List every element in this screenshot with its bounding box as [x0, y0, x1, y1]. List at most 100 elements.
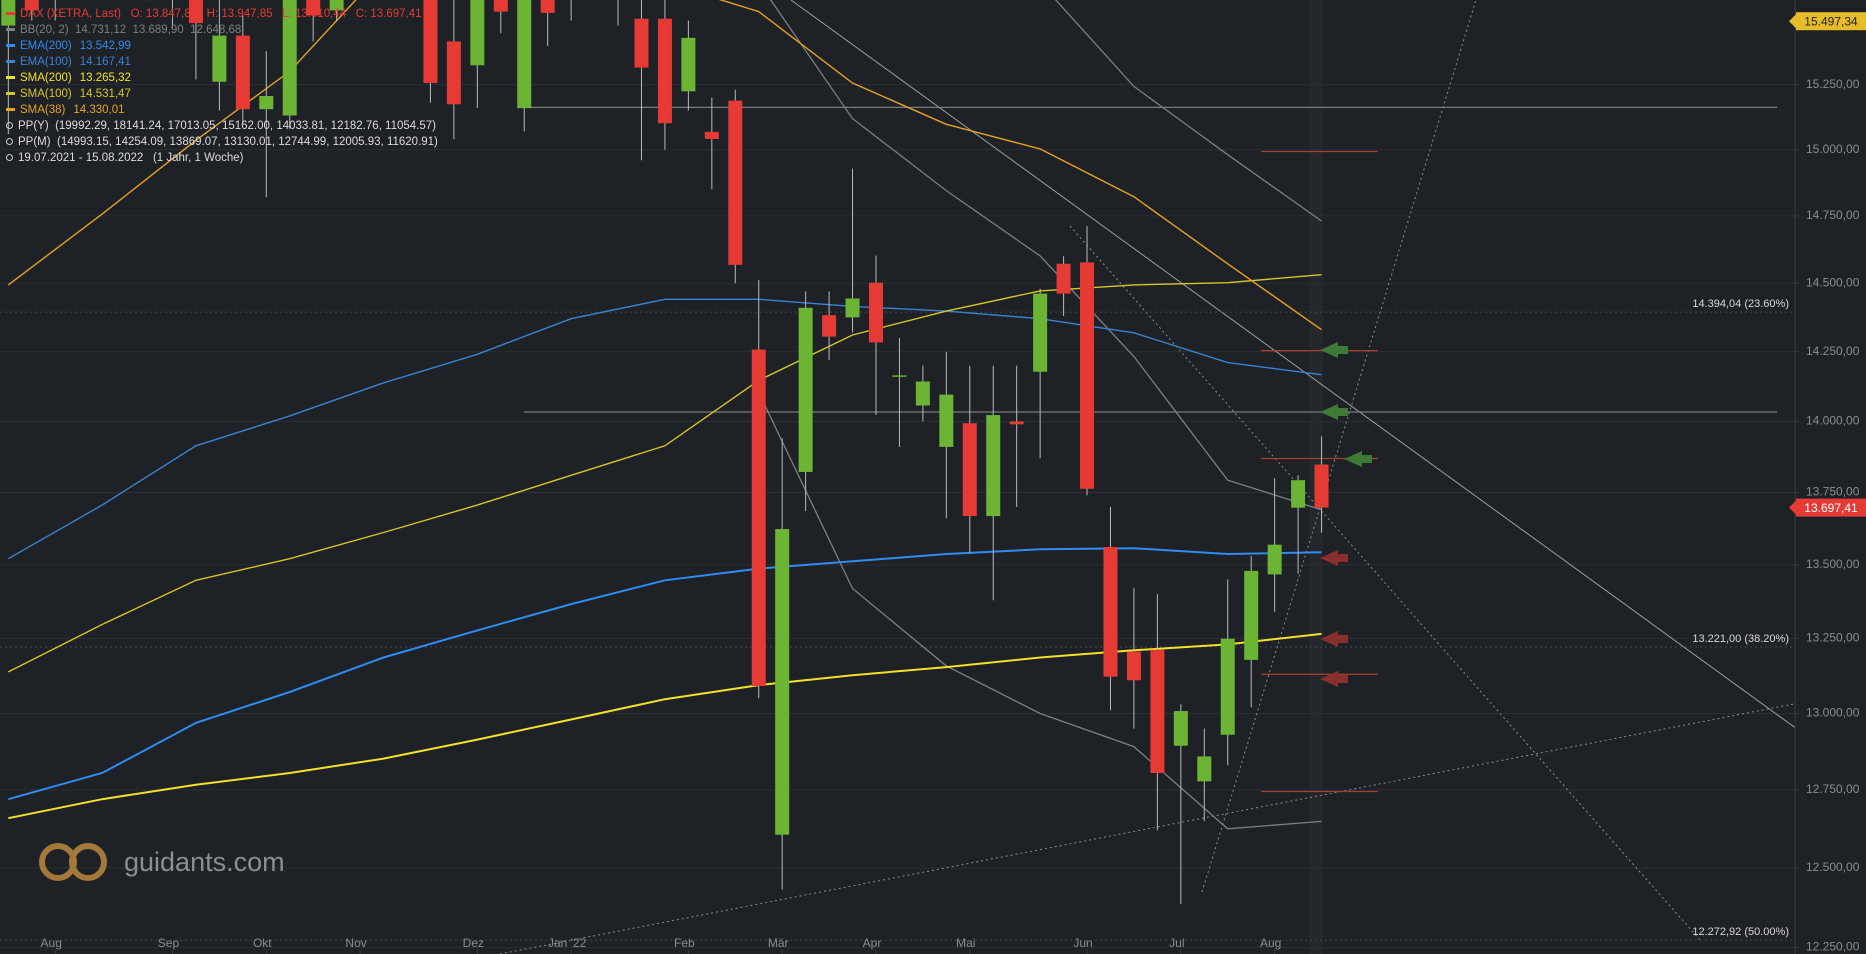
plot-background: [0, 0, 1795, 954]
trend-line: [499, 703, 1795, 954]
x-tick-label: Aug: [41, 936, 62, 950]
y-tick-label: 15.250,00: [1806, 77, 1860, 91]
y-tick-label: 12.250,00: [1806, 940, 1860, 954]
x-tick-label: Mai: [956, 936, 975, 950]
logo-text: guidants.com: [124, 846, 285, 877]
y-tick-label: 13.500,00: [1806, 557, 1860, 571]
candle-body: [1314, 464, 1329, 508]
ma-line: [8, 632, 1322, 820]
legend-row: PP(M) (14993.15, 14254.09, 13869.07, 131…: [6, 134, 438, 150]
price-tag-label: 15.497,34: [1804, 14, 1858, 28]
instrument: DAX (XETRA, Last): [20, 8, 121, 20]
y-tick-label: 13.250,00: [1806, 631, 1860, 645]
logo-icon: [39, 843, 107, 881]
ma-line: [7, 0, 1322, 331]
arrow: [1320, 671, 1348, 687]
legend-name: EMA(200): [20, 40, 72, 52]
candle-body: [282, 0, 297, 116]
y-tick-label: 14.500,00: [1806, 275, 1860, 289]
legend-value: 13.542,99: [79, 40, 131, 52]
legend-row: SMA(200) 13.265,32: [6, 70, 438, 86]
legend-value: 12.648,68: [190, 24, 242, 36]
x-tick-label: Jun: [1073, 936, 1092, 950]
candle-body: [212, 35, 227, 82]
period: (1 Jahr, 1 Woche): [152, 152, 244, 164]
logo: guidants.com: [38, 842, 285, 882]
ma-line: [8, 547, 1322, 801]
candle-body: [728, 100, 743, 265]
candle-body: [868, 282, 883, 343]
x-tick-label: Dez: [463, 936, 484, 950]
axis: 12.250,00 12.500,00 12.750,00 13.000,00 13.2…: [41, 12, 1866, 954]
legend-swatch: [6, 76, 15, 80]
candle-body: [235, 35, 250, 110]
legend-value: 14.531,47: [79, 88, 131, 100]
candle-body: [704, 131, 719, 139]
x-tick-label: Sep: [158, 936, 180, 950]
legend-row: SMA(38) 14.330,01: [6, 102, 438, 118]
x-tick-label: Nov: [345, 936, 366, 950]
candle-body: [1220, 638, 1235, 735]
candle-body: [892, 375, 907, 377]
signal-arrows: [1320, 342, 1372, 687]
candle-body: [1244, 570, 1259, 660]
candle-body: [493, 0, 508, 12]
trend-line: [1069, 225, 1701, 941]
candle-body: [470, 0, 485, 66]
legend-value: (19992.29, 18141.24, 17013.05, 15162.00,…: [55, 120, 436, 132]
x-tick-label: Mär: [768, 936, 789, 950]
candle-body: [1173, 711, 1188, 746]
candle-body: [1009, 421, 1024, 425]
y-tick-label: 14.750,00: [1806, 208, 1860, 222]
legend-value: 14.167,41: [79, 56, 131, 68]
candle-body: [1126, 651, 1141, 681]
candle-body: [751, 349, 766, 686]
fib-label: 13.221,00 (38.20%): [1692, 633, 1789, 645]
fib-label: 12.272,92 (50.00%): [1692, 926, 1789, 938]
legend-swatch: [6, 44, 15, 48]
header-key: L:: [282, 8, 292, 20]
arrow: [1320, 631, 1348, 647]
legend-row: PP(Y) (19992.29, 18141.24, 17013.05, 151…: [6, 118, 438, 134]
legend-row: EMA(200) 13.542,99: [6, 38, 438, 54]
candle-body: [1291, 480, 1306, 508]
candle-body: [306, 0, 321, 16]
legend-icon: [6, 122, 13, 130]
legend-row: BB(20, 2) 14.731,12 13.689,90 12.648,68: [6, 22, 438, 38]
price-tag: [1796, 12, 1866, 31]
bollinger-middle: [769, 0, 1322, 511]
x-tick-label: Aug: [1260, 936, 1281, 950]
candle-body: [188, 0, 203, 24]
price-tag-arrow: [1789, 14, 1796, 29]
price-tag-arrow: [1789, 500, 1796, 515]
legend-value: 13.265,32: [79, 72, 131, 84]
candle-body: [775, 529, 790, 835]
legend-series: EMA(200) 13.542,99 EMA(100) 14.167,41 SMA(20…: [6, 38, 438, 118]
candle-body: [1267, 544, 1282, 575]
legend-name: EMA(100): [20, 56, 72, 68]
candle-body: [517, 0, 532, 109]
arrow: [1320, 342, 1348, 358]
legend-name: SMA(38): [20, 104, 66, 116]
candle-body: [798, 307, 813, 472]
legend-value: 14.731,12: [74, 24, 127, 36]
candle-body: [423, 0, 438, 84]
candle-body: [657, 18, 672, 124]
y-tick-label: 15.000,00: [1806, 142, 1860, 156]
legend-swatch: [6, 92, 15, 96]
legend-value: (14993.15, 14254.09, 13869.07, 13130.01,…: [56, 136, 438, 148]
legend-name: PP(M): [18, 136, 51, 148]
candle-body: [634, 18, 649, 68]
legend-name: SMA(100): [20, 88, 72, 100]
candle-body: [446, 41, 461, 105]
plot: 14.394,04 (23.60%) 13.221,00 (38.20%) 12.2…: [0, 0, 1795, 941]
candle-body: [1056, 263, 1071, 294]
candle-body: [1033, 293, 1048, 372]
y-tick-label: 13.000,00: [1806, 706, 1860, 720]
y-tick-label: 12.750,00: [1806, 782, 1860, 796]
candle-body: [845, 298, 860, 318]
legend-icon: [6, 138, 13, 146]
drawings: [499, 0, 1795, 954]
y-tick-label: 14.000,00: [1806, 414, 1860, 428]
